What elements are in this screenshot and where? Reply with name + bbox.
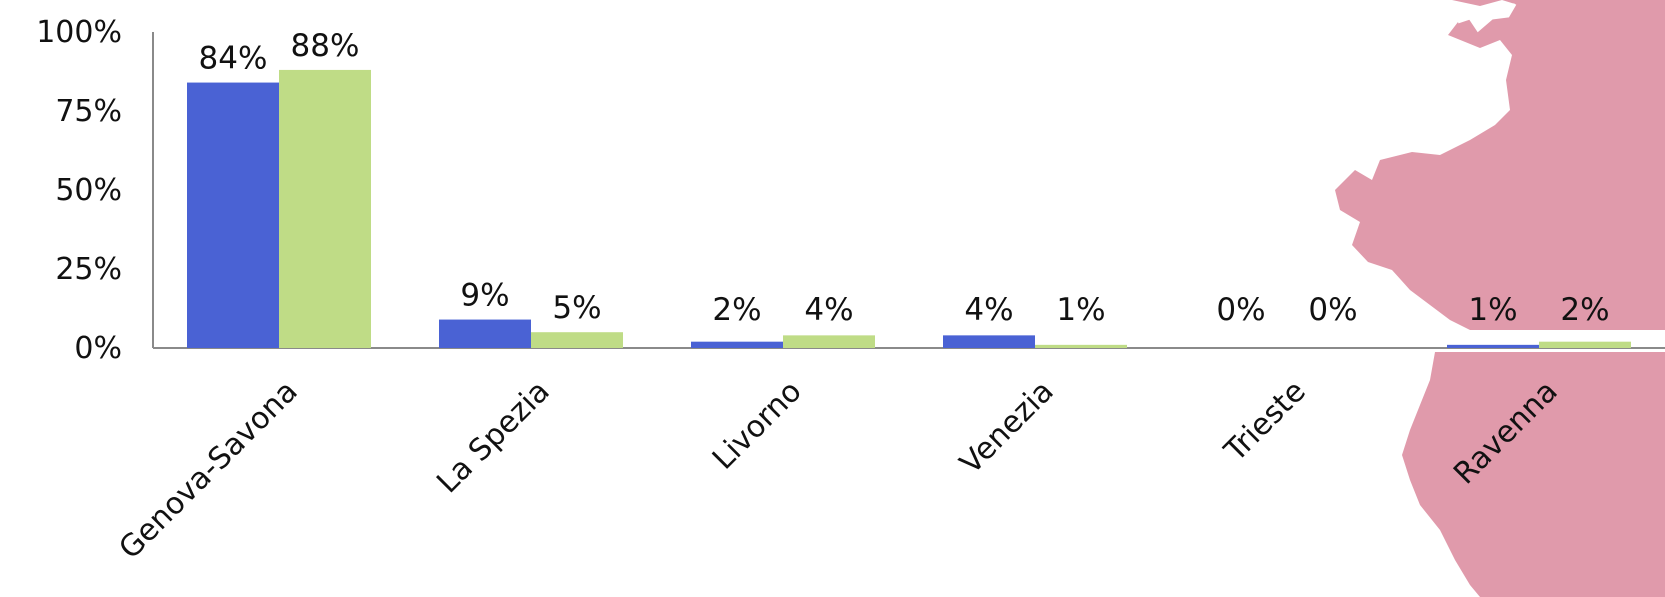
data-label: 2% xyxy=(1560,292,1609,328)
bar-1 xyxy=(1447,344,1539,348)
bar-2 xyxy=(1035,344,1127,348)
x-axis-category-labels: Genova-Savona La Spezia Livorno Venezia Trie… xyxy=(112,374,1564,566)
bar-2 xyxy=(1539,341,1631,348)
data-label: 9% xyxy=(460,278,509,314)
data-label: 4% xyxy=(804,292,853,328)
y-tick-label: 100% xyxy=(36,15,122,50)
bar-2 xyxy=(783,335,875,348)
data-label: 5% xyxy=(552,290,601,326)
x-category-label: Livorno xyxy=(706,374,809,477)
bar-1 xyxy=(187,82,279,348)
bar-1 xyxy=(439,319,531,348)
data-label: 1% xyxy=(1056,292,1105,328)
bar-1 xyxy=(691,341,783,348)
x-category-label: Venezia xyxy=(953,374,1060,481)
x-category-label: Genova-Savona xyxy=(112,374,304,566)
x-category-label: La Spezia xyxy=(430,374,556,500)
y-axis-ticks: 0% 25% 50% 75% 100% xyxy=(36,15,122,366)
data-label: 84% xyxy=(199,41,268,77)
italy-map-shape xyxy=(1335,0,1665,330)
data-labels: 84% 88% 9% 5% 2% 4% 4% 1% 0% 0% 1% 2% xyxy=(199,28,1610,328)
data-label: 0% xyxy=(1216,292,1265,328)
y-tick-label: 0% xyxy=(74,331,122,366)
bar-1 xyxy=(943,335,1035,348)
data-label: 88% xyxy=(291,28,360,64)
data-label: 2% xyxy=(712,292,761,328)
data-label: 4% xyxy=(964,292,1013,328)
y-tick-label: 25% xyxy=(55,252,122,287)
data-label: 0% xyxy=(1308,292,1357,328)
bars xyxy=(187,69,1631,349)
data-label: 1% xyxy=(1468,292,1517,328)
bar-2 xyxy=(279,69,371,349)
y-tick-label: 75% xyxy=(55,94,122,129)
x-category-label: Ravenna xyxy=(1447,374,1565,492)
x-category-label: Trieste xyxy=(1217,374,1312,469)
italy-map-outline xyxy=(1457,3,1517,33)
italy-map-shape-lower xyxy=(1402,352,1665,597)
y-tick-label: 50% xyxy=(55,173,122,208)
bar-2 xyxy=(531,332,623,348)
